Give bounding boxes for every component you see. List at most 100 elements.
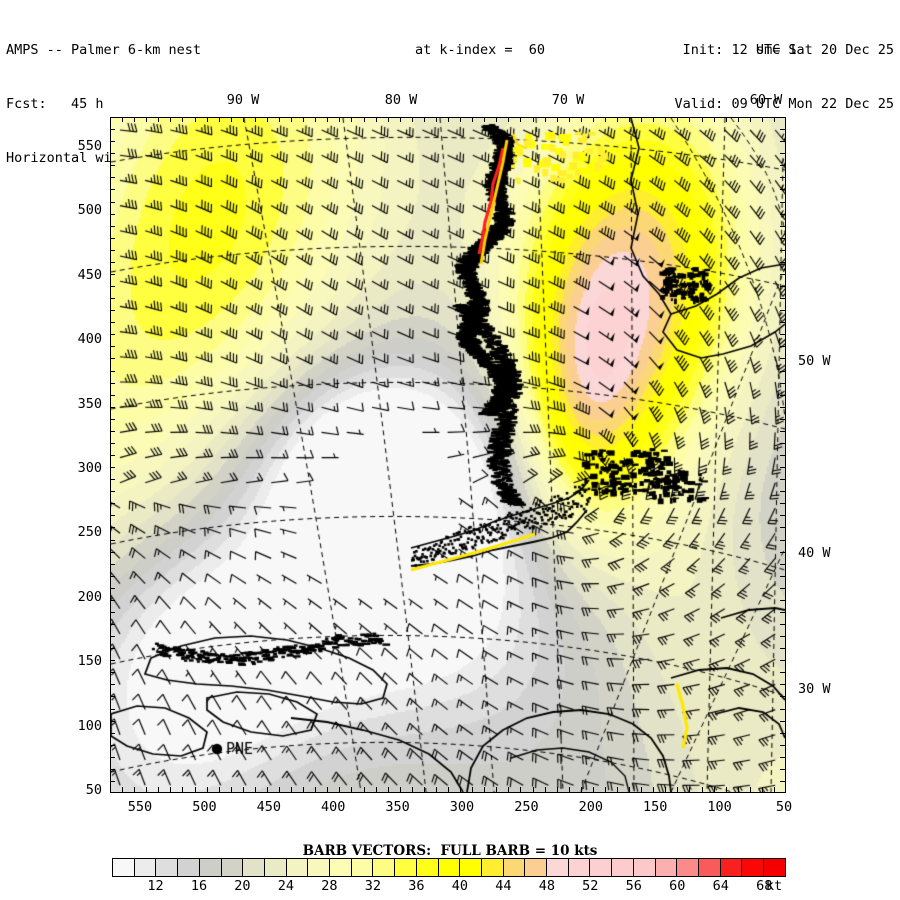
- axis-tick-right: [780, 153, 785, 155]
- x-axis-label-300: 300: [449, 799, 475, 815]
- axis-tick-bottom: [291, 787, 293, 792]
- axis-tick-bottom: [749, 787, 751, 792]
- axis-tick-top: [182, 117, 184, 122]
- colorbar-cell-17: [481, 859, 504, 876]
- colorbar-cell-4: [199, 859, 222, 876]
- axis-tick-right: [780, 599, 785, 601]
- colorbar-label-32: 32: [364, 878, 382, 894]
- axis-tick-bottom: [266, 787, 268, 792]
- axis-tick-top: [266, 117, 268, 122]
- forecast-hour: Fcst: 45 h: [6, 96, 104, 112]
- axis-tick-right: [780, 286, 785, 287]
- x-axis-label-200: 200: [578, 799, 603, 815]
- axis-tick-top: [641, 117, 643, 122]
- axis-tick-top: [773, 117, 775, 122]
- axis-tick-left: [110, 141, 115, 143]
- colorbar-cell-28: [720, 859, 743, 876]
- colorbar-cell-15: [438, 859, 461, 876]
- axis-tick-right: [780, 720, 785, 722]
- axis-tick-right: [780, 672, 785, 674]
- axis-tick-left: [110, 696, 115, 698]
- axis-tick-bottom: [556, 787, 558, 792]
- axis-tick-top: [725, 117, 727, 122]
- colorbar-cell-6: [243, 859, 265, 876]
- axis-tick-top: [604, 117, 606, 122]
- axis-tick-left: [110, 491, 115, 493]
- axis-tick-bottom: [641, 787, 643, 792]
- axis-tick-bottom: [230, 787, 232, 792]
- axis-tick-bottom: [617, 787, 618, 792]
- lon-label-top-70-W: 70 W: [551, 92, 585, 108]
- axis-tick-bottom: [435, 787, 437, 792]
- axis-tick-right: [780, 563, 785, 565]
- axis-tick-bottom: [303, 787, 305, 792]
- axis-tick-top: [580, 117, 582, 122]
- axis-tick-left: [110, 684, 115, 686]
- axis-tick-right: [780, 273, 785, 275]
- axis-tick-bottom: [387, 787, 389, 792]
- axis-tick-right: [780, 636, 785, 638]
- colorbar: [112, 858, 786, 877]
- colorbar-cell-8: [286, 859, 309, 876]
- axis-tick-right: [780, 479, 785, 481]
- colorbar-label-56: 56: [625, 878, 642, 894]
- axis-tick-right: [780, 394, 785, 396]
- y-axis-label-400: 400: [77, 331, 102, 348]
- axis-tick-top: [496, 117, 498, 122]
- axis-tick-top: [242, 117, 244, 122]
- axis-tick-right: [780, 334, 785, 336]
- axis-tick-top: [399, 117, 401, 122]
- axis-tick-bottom: [580, 787, 582, 792]
- init-time: Init: 12 UTC Sat 20 Dec 25: [682, 42, 894, 58]
- colorbar-cell-18: [503, 859, 526, 876]
- axis-tick-top: [701, 117, 703, 122]
- x-axis-label-550: 550: [127, 799, 153, 815]
- axis-tick-left: [110, 213, 115, 215]
- axis-tick-top: [568, 117, 570, 122]
- axis-tick-right: [780, 696, 785, 698]
- axis-tick-right: [780, 442, 785, 444]
- colorbar-cell-20: [547, 859, 569, 876]
- axis-tick-bottom: [460, 787, 462, 792]
- axis-tick-bottom: [339, 787, 341, 792]
- colorbar-label-48: 48: [538, 878, 555, 894]
- axis-tick-left: [110, 503, 115, 505]
- axis-tick-bottom: [122, 787, 124, 792]
- axis-tick-left: [110, 539, 115, 541]
- colorbar-cell-25: [655, 859, 678, 876]
- axis-tick-right: [780, 225, 785, 227]
- axis-tick-left: [110, 418, 115, 420]
- x-axis-label-50: 50: [775, 799, 793, 815]
- axis-tick-left: [110, 768, 115, 770]
- axis-tick-bottom: [399, 787, 401, 792]
- axis-tick-right: [780, 648, 785, 650]
- axis-tick-bottom: [472, 787, 474, 792]
- x-axis-label-450: 450: [256, 799, 281, 815]
- axis-tick-right: [780, 611, 785, 613]
- axis-tick-right: [780, 346, 785, 348]
- axis-tick-right: [780, 768, 785, 770]
- axis-tick-bottom: [206, 787, 208, 792]
- axis-tick-left: [110, 382, 115, 384]
- axis-tick-right: [780, 213, 785, 215]
- axis-tick-right: [780, 660, 785, 662]
- axis-tick-left: [110, 358, 115, 360]
- axis-tick-right: [780, 467, 785, 469]
- axis-tick-left: [110, 672, 115, 674]
- axis-tick-right: [780, 418, 785, 420]
- axis-tick-top: [592, 117, 594, 122]
- colorbar-label-12: 12: [147, 878, 164, 894]
- colorbar-cell-1: [134, 859, 157, 876]
- wind-barb-map-canvas: [111, 118, 785, 792]
- axis-tick-right: [780, 165, 785, 167]
- colorbar-cell-13: [395, 859, 417, 876]
- axis-tick-left: [110, 479, 115, 481]
- axis-tick-bottom: [254, 787, 256, 792]
- axis-tick-bottom: [182, 787, 184, 792]
- x-axis-label-150: 150: [642, 799, 668, 815]
- axis-tick-left: [110, 273, 115, 275]
- map-plot-area: [110, 117, 786, 793]
- axis-tick-top: [713, 117, 715, 122]
- axis-tick-top: [218, 117, 220, 122]
- axis-tick-bottom: [363, 787, 365, 792]
